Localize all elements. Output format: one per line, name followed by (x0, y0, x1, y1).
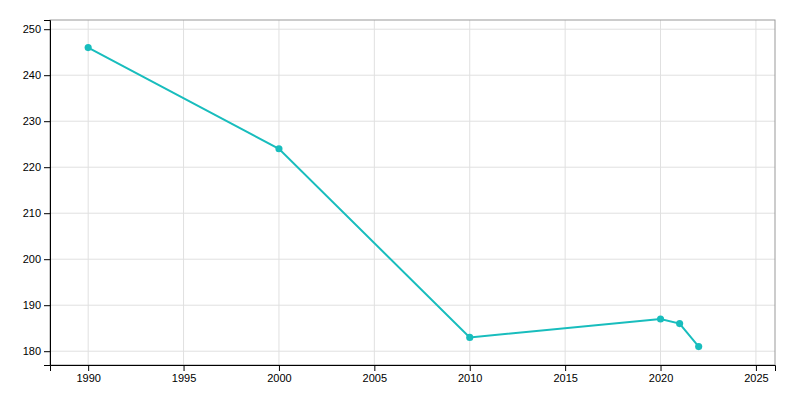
tick: 230 (23, 115, 50, 127)
tick: 2025 (744, 365, 768, 384)
tick-label: 190 (23, 299, 41, 311)
tick: 240 (23, 69, 50, 81)
point (676, 320, 683, 327)
tick-mark (279, 365, 280, 371)
grid-line (565, 20, 566, 365)
tick: 220 (23, 161, 50, 173)
y-axis: 180 190 200 210 220 230 240 250 (23, 21, 51, 366)
axis-line (51, 366, 776, 372)
tick-label: 180 (23, 345, 41, 357)
tick: 2000 (267, 365, 291, 384)
grid-line (50, 29, 775, 30)
point (695, 343, 702, 350)
tick-mark (661, 365, 662, 371)
tick: 180 (23, 345, 50, 357)
tick-mark (470, 365, 471, 371)
tick: 250 (23, 23, 50, 35)
grid-line (183, 20, 184, 365)
grid-line (50, 167, 775, 168)
tick: 2020 (649, 365, 673, 384)
grid-line (374, 20, 375, 365)
tick-mark (88, 365, 89, 371)
tick-mark (44, 351, 50, 352)
point (85, 44, 92, 51)
tick-label: 220 (23, 161, 41, 173)
grid-line (50, 75, 775, 76)
tick-label: 2000 (267, 372, 291, 384)
tick-mark (44, 305, 50, 306)
tick-label: 200 (23, 253, 41, 265)
tick-mark (44, 213, 50, 214)
grid-line (660, 20, 661, 365)
grid-line (50, 213, 775, 214)
tick-label: 2015 (553, 372, 577, 384)
tick: 2005 (363, 365, 387, 384)
tick-label: 1990 (76, 372, 100, 384)
tick-label: 2020 (649, 372, 673, 384)
grid-line (278, 20, 279, 365)
chart: 1990 1995 2000 2005 2010 2015 2020 2025 180 190 20… (0, 0, 800, 400)
grid (50, 20, 775, 365)
tick-label: 240 (23, 69, 41, 81)
tick-label: 230 (23, 115, 41, 127)
grid-line (50, 351, 775, 352)
line (88, 48, 699, 347)
tick: 1995 (172, 365, 196, 384)
tick-label: 250 (23, 23, 41, 35)
grid-line (50, 305, 775, 306)
tick-mark (44, 167, 50, 168)
tick-mark (565, 365, 566, 371)
series (85, 44, 703, 350)
tick: 1990 (76, 365, 100, 384)
tick-mark (44, 29, 50, 30)
tick-label: 2005 (363, 372, 387, 384)
grid-line (50, 259, 775, 260)
tick-mark (44, 75, 50, 76)
point (657, 315, 664, 322)
tick-mark (44, 259, 50, 260)
plot-frame (50, 20, 775, 365)
tick: 190 (23, 299, 50, 311)
tick: 210 (23, 207, 50, 219)
point (466, 334, 473, 341)
tick-mark (756, 365, 757, 371)
tick: 2010 (458, 365, 482, 384)
grid-line (755, 20, 756, 365)
tick-mark (374, 365, 375, 371)
tick-label: 2010 (458, 372, 482, 384)
tick-label: 2025 (744, 372, 768, 384)
tick-mark (44, 121, 50, 122)
grid-line (469, 20, 470, 365)
plot: 1990 1995 2000 2005 2010 2015 2020 2025 180 190 20… (23, 20, 776, 384)
grid-line (88, 20, 89, 365)
x-axis: 1990 1995 2000 2005 2010 2015 2020 2025 (51, 365, 776, 384)
tick: 2015 (553, 365, 577, 384)
tick-label: 1995 (172, 372, 196, 384)
point (275, 145, 282, 152)
tick-label: 210 (23, 207, 41, 219)
grid-line (50, 121, 775, 122)
tick-mark (184, 365, 185, 371)
tick: 200 (23, 253, 50, 265)
axis-line (44, 21, 51, 366)
